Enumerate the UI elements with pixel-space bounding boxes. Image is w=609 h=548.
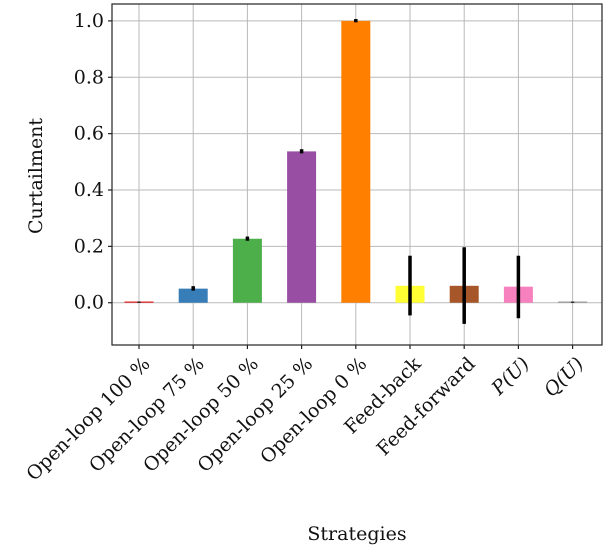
bar xyxy=(178,288,208,303)
error-bars xyxy=(137,19,575,324)
x-axis-title: Strategies xyxy=(307,523,406,545)
y-tick-label: 0.0 xyxy=(74,292,104,314)
y-tick-label: 0.8 xyxy=(74,66,104,88)
y-tick-label: 0.2 xyxy=(74,235,104,257)
bar xyxy=(232,238,262,303)
x-tick-label: P(U) xyxy=(487,353,534,400)
plot-frame xyxy=(111,3,603,346)
x-tick-label: Feed-forward xyxy=(373,353,480,460)
y-tick-label: 1.0 xyxy=(74,10,104,32)
bar xyxy=(287,151,317,303)
x-axis-ticks: Open-loop 100 %Open-loop 75 %Open-loop 5… xyxy=(22,345,588,485)
x-tick-label: Q(U) xyxy=(540,353,588,401)
bar xyxy=(341,20,371,303)
y-axis-ticks: 0.0 0.2 0.4 0.6 0.8 1.0 xyxy=(74,10,112,314)
y-axis-title: Curtailment xyxy=(25,118,47,234)
y-tick-label: 0.4 xyxy=(74,179,104,201)
y-tick-label: 0.6 xyxy=(74,123,104,145)
bars xyxy=(124,20,588,303)
